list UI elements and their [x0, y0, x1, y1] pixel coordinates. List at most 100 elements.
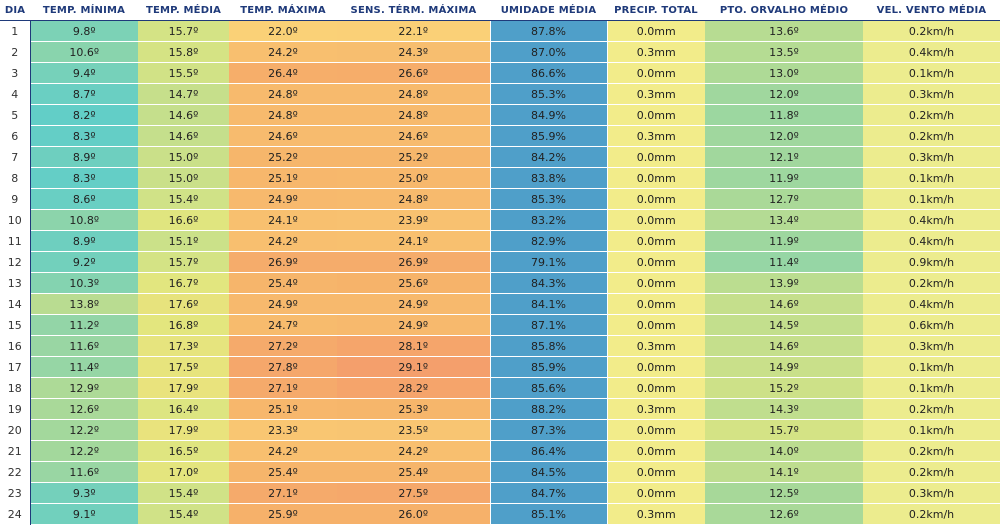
cell-vel-vento-media: 0.4km/h [863, 230, 1000, 252]
cell-precip-total: 0.0mm [607, 482, 705, 504]
cell-dia: 12 [0, 251, 31, 273]
cell-pto-orvalho-medio: 15.7º [705, 419, 863, 441]
cell-temp-maxima: 24.9º [229, 188, 337, 210]
cell-dia: 2 [0, 41, 31, 63]
cell-dia: 16 [0, 335, 31, 357]
cell-precip-total: 0.0mm [607, 356, 705, 378]
cell-temp-minima: 11.6º [30, 461, 138, 483]
cell-precip-total: 0.0mm [607, 230, 705, 252]
cell-temp-maxima: 27.1º [229, 482, 337, 504]
cell-sens-term-maxima: 24.8º [337, 104, 490, 126]
cell-pto-orvalho-medio: 12.0º [705, 83, 863, 105]
cell-dia: 14 [0, 293, 31, 315]
cell-umidade-media: 84.9% [489, 104, 608, 126]
cell-temp-minima: 8.6º [30, 188, 138, 210]
table-row: 11 8.9º 15.1º 24.2º 24.1º 82.9% 0.0mm 11.9º 0.4k… [0, 230, 1000, 252]
header-pto-orvalho-medio[interactable]: PTO. ORVALHO MÉDIO [705, 0, 863, 21]
cell-dia: 11 [0, 230, 31, 252]
cell-sens-term-maxima: 24.2º [337, 440, 490, 462]
cell-sens-term-maxima: 25.3º [337, 398, 490, 420]
cell-temp-maxima: 22.0º [229, 20, 337, 42]
cell-vel-vento-media: 0.2km/h [863, 461, 1000, 483]
cell-temp-minima: 9.1º [30, 503, 138, 525]
cell-temp-media: 15.8º [138, 41, 229, 63]
header-temp-minima[interactable]: TEMP. MÍNIMA [30, 0, 138, 21]
cell-precip-total: 0.0mm [607, 104, 705, 126]
table-row: 3 9.4º 15.5º 26.4º 26.6º 86.6% 0.0mm 13.0º 0.1km… [0, 62, 1000, 84]
table-row: 15 11.2º 16.8º 24.7º 24.9º 87.1% 0.0mm 14.5º 0.6… [0, 314, 1000, 336]
cell-vel-vento-media: 0.4km/h [863, 41, 1000, 63]
cell-temp-maxima: 25.4º [229, 461, 337, 483]
cell-pto-orvalho-medio: 14.6º [705, 335, 863, 357]
cell-temp-maxima: 25.4º [229, 272, 337, 294]
cell-dia: 8 [0, 167, 31, 189]
cell-vel-vento-media: 0.9km/h [863, 251, 1000, 273]
cell-dia: 17 [0, 356, 31, 378]
cell-umidade-media: 85.1% [489, 503, 608, 525]
header-precip-total[interactable]: PRECIP. TOTAL [607, 0, 705, 21]
cell-umidade-media: 84.5% [489, 461, 608, 483]
cell-vel-vento-media: 0.3km/h [863, 482, 1000, 504]
cell-temp-minima: 9.4º [30, 62, 138, 84]
cell-temp-media: 17.6º [138, 293, 229, 315]
table-header-row: DIA TEMP. MÍNIMA TEMP. MÉDIA TEMP. MÁXIM… [0, 0, 1000, 21]
cell-umidade-media: 85.9% [489, 356, 608, 378]
table-row: 4 8.7º 14.7º 24.8º 24.8º 85.3% 0.3mm 12.0º 0.3km… [0, 83, 1000, 105]
cell-temp-minima: 10.8º [30, 209, 138, 231]
cell-temp-minima: 8.3º [30, 167, 138, 189]
header-umidade-media[interactable]: UMIDADE MÉDIA [490, 0, 607, 21]
cell-temp-minima: 12.2º [30, 440, 138, 462]
cell-sens-term-maxima: 23.5º [337, 419, 490, 441]
table-row: 17 11.4º 17.5º 27.8º 29.1º 85.9% 0.0mm 14.9º 0.1… [0, 356, 1000, 378]
cell-temp-minima: 11.6º [30, 335, 138, 357]
cell-umidade-media: 83.2% [489, 209, 608, 231]
cell-vel-vento-media: 0.2km/h [863, 125, 1000, 147]
cell-vel-vento-media: 0.1km/h [863, 188, 1000, 210]
cell-pto-orvalho-medio: 12.7º [705, 188, 863, 210]
cell-sens-term-maxima: 25.6º [337, 272, 490, 294]
header-vel-vento-media[interactable]: VEL. VENTO MÉDIA [863, 0, 1000, 21]
cell-dia: 9 [0, 188, 31, 210]
cell-pto-orvalho-medio: 14.9º [705, 356, 863, 378]
table-row: 20 12.2º 17.9º 23.3º 23.5º 87.3% 0.0mm 15.7º 0.1… [0, 419, 1000, 441]
cell-dia: 4 [0, 83, 31, 105]
cell-pto-orvalho-medio: 12.0º [705, 125, 863, 147]
cell-temp-maxima: 24.8º [229, 104, 337, 126]
cell-temp-minima: 13.8º [30, 293, 138, 315]
cell-temp-minima: 8.2º [30, 104, 138, 126]
cell-temp-media: 16.7º [138, 272, 229, 294]
cell-precip-total: 0.0mm [607, 272, 705, 294]
cell-dia: 15 [0, 314, 31, 336]
cell-temp-minima: 9.8º [30, 20, 138, 42]
table-row: 8 8.3º 15.0º 25.1º 25.0º 83.8% 0.0mm 11.9º 0.1km… [0, 167, 1000, 189]
cell-pto-orvalho-medio: 14.6º [705, 293, 863, 315]
cell-temp-minima: 12.2º [30, 419, 138, 441]
cell-umidade-media: 82.9% [489, 230, 608, 252]
table-row: 23 9.3º 15.4º 27.1º 27.5º 84.7% 0.0mm 12.5º 0.3k… [0, 482, 1000, 504]
header-dia[interactable]: DIA [0, 0, 30, 21]
cell-vel-vento-media: 0.1km/h [863, 62, 1000, 84]
header-temp-media[interactable]: TEMP. MÉDIA [138, 0, 229, 21]
cell-pto-orvalho-medio: 13.5º [705, 41, 863, 63]
cell-temp-maxima: 25.9º [229, 503, 337, 525]
cell-umidade-media: 84.3% [489, 272, 608, 294]
cell-vel-vento-media: 0.1km/h [863, 356, 1000, 378]
table-row: 24 9.1º 15.4º 25.9º 26.0º 85.1% 0.3mm 12.6º 0.2k… [0, 503, 1000, 525]
cell-temp-media: 15.1º [138, 230, 229, 252]
cell-vel-vento-media: 0.3km/h [863, 83, 1000, 105]
cell-precip-total: 0.0mm [607, 146, 705, 168]
cell-dia: 10 [0, 209, 31, 231]
cell-dia: 13 [0, 272, 31, 294]
cell-temp-media: 14.6º [138, 104, 229, 126]
cell-temp-maxima: 27.2º [229, 335, 337, 357]
cell-temp-media: 15.7º [138, 251, 229, 273]
cell-dia: 1 [0, 20, 31, 42]
cell-vel-vento-media: 0.1km/h [863, 377, 1000, 399]
cell-sens-term-maxima: 26.6º [337, 62, 490, 84]
header-temp-maxima[interactable]: TEMP. MÁXIMA [229, 0, 337, 21]
cell-pto-orvalho-medio: 14.5º [705, 314, 863, 336]
cell-vel-vento-media: 0.3km/h [863, 335, 1000, 357]
cell-precip-total: 0.0mm [607, 461, 705, 483]
header-sens-term-maxima[interactable]: SENS. TÉRM. MÁXIMA [337, 0, 490, 21]
cell-sens-term-maxima: 28.1º [337, 335, 490, 357]
